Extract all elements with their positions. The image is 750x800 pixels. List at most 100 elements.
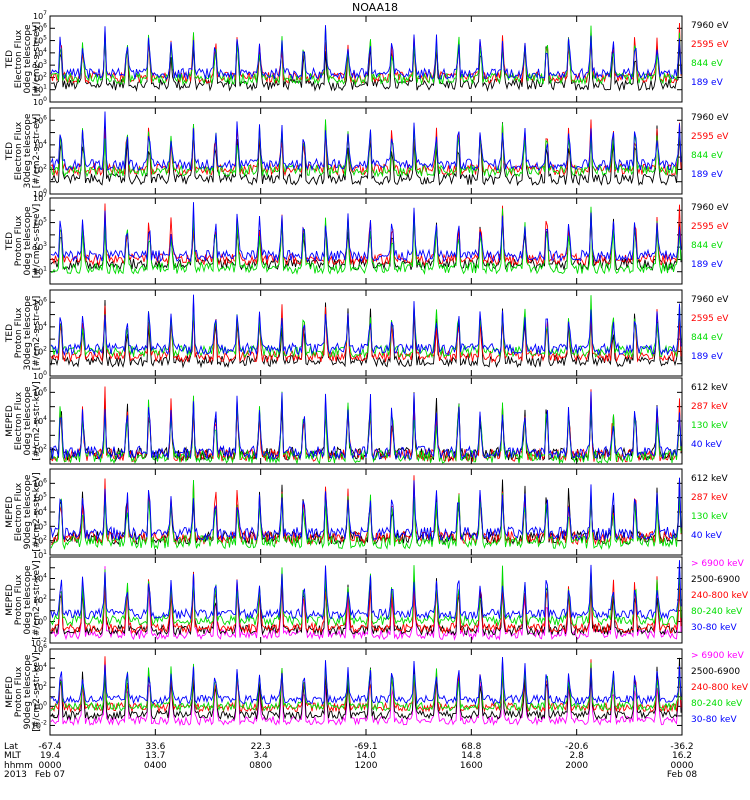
series-line: [50, 202, 682, 263]
y-tick-label: 100: [33, 616, 47, 627]
y-tick-label: 106: [33, 296, 47, 307]
y-tick-label: 102: [33, 594, 47, 605]
legend-entry: 7960 eV: [691, 203, 729, 213]
y-axis-label: 0deg telescope: [23, 565, 33, 635]
series-line: [50, 206, 682, 275]
legend-entry: 130 keV: [691, 421, 728, 431]
series-line: [50, 119, 682, 177]
legend-entry: 80-240 keV: [691, 607, 743, 617]
panel-2: 100 102 104 106 TED Electron Flux 30deg telesc…: [5, 107, 729, 199]
legend-entry: 2595 eV: [691, 40, 729, 50]
legend-entry: 30-80 keV: [691, 715, 737, 725]
legend-entry: 2595 eV: [691, 314, 729, 324]
y-tick-label: 10-2: [31, 637, 47, 648]
y-axis-label: 30deg telescope: [23, 113, 33, 188]
y-tick-label: 102: [33, 163, 47, 174]
panel-8: 10-2 100 102 104 106 MEPED Proton Flux 90deg te…: [5, 643, 749, 736]
y-axis-label: MEPED: [5, 405, 15, 437]
x-tick-lat: -67.4: [38, 742, 62, 752]
series-line: [50, 479, 682, 551]
legend-entry: 2500-6900: [691, 575, 740, 585]
legend-entry: 30-80 keV: [691, 623, 737, 633]
series-line: [50, 565, 682, 627]
series-line: [50, 203, 682, 267]
series-line: [50, 294, 682, 357]
series-line: [50, 657, 682, 721]
series-line: [50, 111, 682, 172]
series-line: [50, 22, 682, 85]
legend-entry: 7960 eV: [691, 295, 729, 305]
y-tick-label: 107: [33, 10, 47, 21]
y-tick-label: 100: [33, 370, 47, 381]
legend-entry: 80-240 keV: [691, 699, 743, 709]
panel-frame: [49, 648, 683, 736]
y-axis-label: Proton Flux: [14, 666, 24, 717]
y-axis-label: 0deg telescope: [23, 24, 33, 94]
panel-4: 100 102 104 106 TED Proton Flux 30deg telescop…: [5, 289, 729, 381]
y-axis-label: [#/cm2-s-str-keV]: [32, 381, 42, 460]
x-tick-mlt: 14.0: [356, 751, 376, 761]
legend-entry: 612 keV: [691, 383, 728, 393]
series-line: [50, 571, 682, 637]
y-tick-label: 100: [33, 96, 47, 107]
legend-entry: 844 eV: [691, 333, 724, 343]
panel-7: 10-2 100 102 104 MEPED Proton Flux 0deg telesc…: [5, 556, 749, 648]
y-tick-label: 10-2: [31, 719, 47, 730]
panel-5: 102 104 106 MEPED Electron Flux 0deg telescop…: [5, 377, 728, 465]
y-tick-label: 104: [33, 321, 47, 332]
y-axis-label: 30deg telescope: [23, 295, 33, 370]
series-line: [50, 119, 682, 178]
y-axis-label: Proton Flux: [14, 215, 24, 266]
y-tick-label: 100: [33, 188, 47, 199]
panel-frame: [49, 107, 683, 195]
legend-entry: 2500-6900: [691, 667, 740, 677]
series-line: [50, 566, 682, 641]
y-tick-label: 104: [33, 573, 47, 584]
x-tick-lat: 68.8: [461, 742, 481, 752]
x-tick-mlt: 19.4: [40, 751, 60, 761]
y-tick-label: 102: [33, 444, 47, 455]
y-tick-label: 105: [33, 217, 47, 228]
x-tick-hhmm: 2000: [565, 761, 588, 771]
y-tick-label: 102: [33, 345, 47, 356]
series-line: [50, 121, 682, 187]
y-axis-label: TED: [5, 324, 15, 343]
series-line: [50, 662, 682, 713]
y-axis-label: [#/cm2-s-str-eV]: [32, 22, 42, 97]
y-axis-label: [#/cm2-s-str-keV]: [32, 472, 42, 551]
legend-entry: 2595 eV: [691, 132, 729, 142]
legend-entry: > 6900 keV: [691, 559, 745, 569]
y-axis-label: [#/cm2-s-str-eV]: [32, 114, 42, 189]
y-axis-label: [#/cm2-s-str-eV]: [32, 296, 42, 371]
y-tick-label: 103: [33, 59, 47, 70]
series-line: [50, 560, 682, 621]
y-tick-label: 105: [33, 35, 47, 46]
x-tick-hhmm: 0000: [671, 761, 694, 771]
legend-entry: 844 eV: [691, 59, 724, 69]
y-axis-label: Electron Flux: [14, 391, 24, 450]
y-axis-label: TED: [5, 142, 15, 161]
legend-entry: 189 eV: [691, 260, 724, 270]
x-tick-hhmm: 0000: [39, 761, 62, 771]
series-line: [51, 475, 682, 546]
y-tick-label: 104: [33, 415, 47, 426]
y-tick-label: 107: [33, 192, 47, 203]
y-tick-label: 100: [33, 700, 47, 711]
series-line: [50, 656, 682, 706]
series-line: [50, 391, 682, 461]
series-line: [50, 657, 682, 727]
y-tick-label: 106: [33, 114, 47, 125]
y-axis-label: [#/cm2-s-str-keV]: [32, 560, 42, 639]
y-tick-label: 106: [33, 477, 47, 488]
series-line: [50, 477, 682, 542]
x-axis-row-label: 2013: [4, 770, 27, 780]
x-tick-mlt: 13.7: [145, 751, 165, 761]
series-line: [50, 29, 682, 92]
x-axis-row-label: Lat: [4, 742, 19, 752]
x-tick-lat: 33.6: [145, 742, 165, 752]
y-axis-label: TED: [5, 232, 15, 251]
y-axis-label: [#/cm2-s-str-eV]: [32, 204, 42, 279]
x-tick-hhmm: 0800: [249, 761, 272, 771]
legend-entry: 130 keV: [691, 512, 728, 522]
